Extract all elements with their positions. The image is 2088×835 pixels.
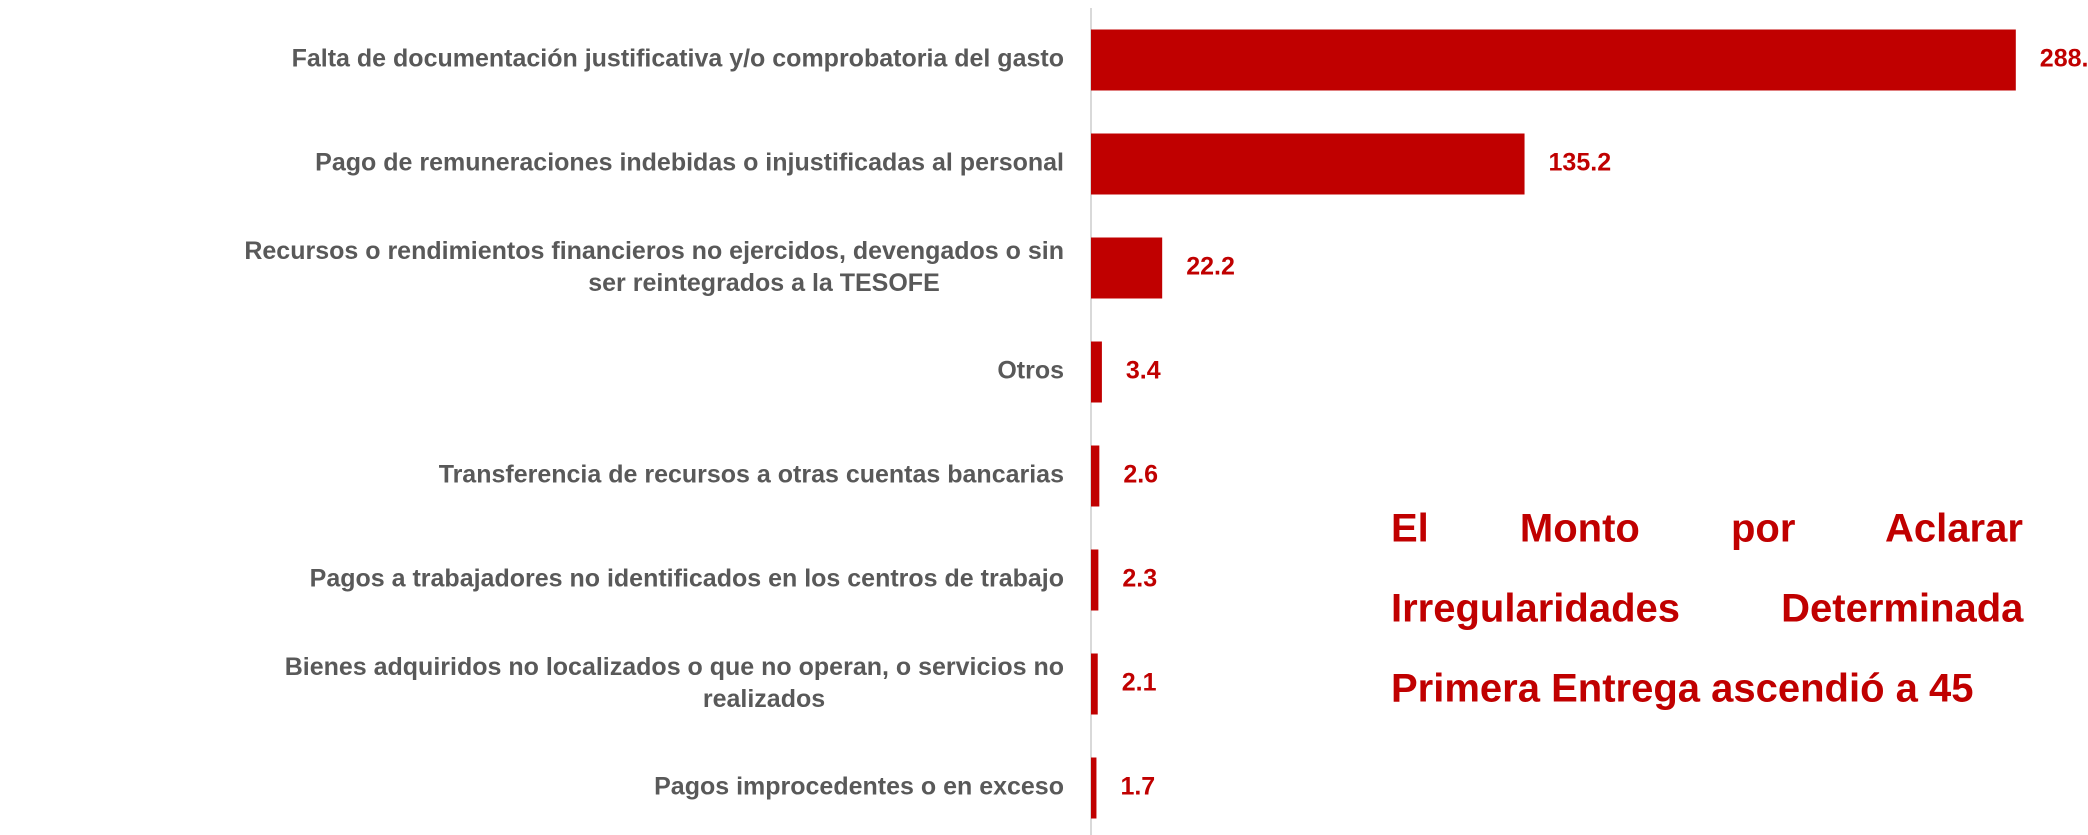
category-label: Recursos o rendimientos financieros no e… — [244, 237, 1064, 297]
category-label: Pagos a trabajadores no identificados en… — [310, 565, 1064, 593]
bar — [1091, 29, 2016, 91]
value-label: 2.6 — [1123, 461, 1158, 489]
value-label: 288.4 — [2040, 45, 2088, 73]
category-label: Transferencia de recursos a otras cuenta… — [439, 461, 1064, 489]
value-label: 22.2 — [1186, 253, 1235, 281]
value-label: 135.2 — [1549, 149, 1612, 177]
value-label: 2.3 — [1122, 565, 1157, 593]
value-label: 2.1 — [1122, 669, 1157, 697]
category-label: Bienes adquiridos no localizados o que n… — [285, 653, 1064, 713]
category-label: Otros — [997, 357, 1064, 385]
bar — [1091, 445, 1100, 507]
annotation: Primera Entrega ascendió a 45 — [1391, 667, 1974, 711]
bar — [1091, 341, 1102, 403]
category-label: Pago de remuneraciones indebidas o injus… — [315, 149, 1064, 177]
category-label: Pagos improcedentes o en exceso — [654, 773, 1064, 801]
bar — [1091, 757, 1097, 819]
value-label: 1.7 — [1120, 773, 1155, 801]
annotation: Irregularidades Determinada — [1391, 587, 2024, 631]
bar — [1091, 237, 1163, 299]
bar — [1091, 549, 1099, 611]
bar — [1091, 653, 1098, 715]
value-label: 3.4 — [1126, 357, 1161, 385]
bar — [1091, 133, 1525, 195]
category-label: Falta de documentación justificativa y/o… — [292, 45, 1064, 73]
annotation: El Monto por Aclarar — [1391, 507, 2023, 551]
